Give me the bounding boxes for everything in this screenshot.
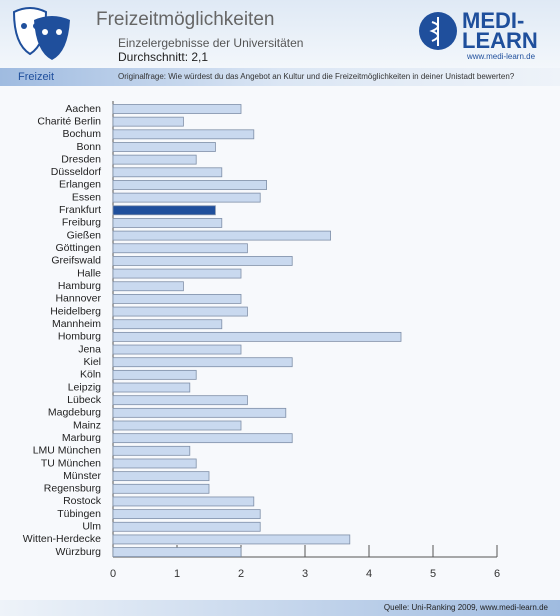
category-label: Tübingen xyxy=(57,508,101,520)
bar xyxy=(112,154,197,165)
bar xyxy=(112,256,293,266)
category-label: Mainz xyxy=(73,419,101,431)
bar xyxy=(112,369,197,380)
bar xyxy=(112,319,223,330)
x-tick-label: 2 xyxy=(238,568,244,580)
category-label: Frankfurt xyxy=(59,204,101,216)
bar xyxy=(112,382,191,393)
logo-url: www.medi-learn.de xyxy=(466,52,536,61)
bar xyxy=(112,205,216,216)
category-label: Leipzig xyxy=(68,381,101,393)
bar xyxy=(112,116,184,127)
x-tick-label: 1 xyxy=(174,568,180,580)
bar xyxy=(112,534,351,545)
bar xyxy=(112,142,216,152)
header-band xyxy=(0,0,560,68)
bar xyxy=(112,104,242,114)
bar xyxy=(112,167,223,178)
category-label: Greifswald xyxy=(51,255,101,267)
bar xyxy=(112,458,197,469)
category-label: Mannheim xyxy=(52,318,101,330)
category-label: Bonn xyxy=(76,141,101,153)
category-label: Hamburg xyxy=(58,280,101,292)
category-label: Münster xyxy=(63,470,101,482)
bar xyxy=(112,483,210,494)
logo-bottom: LEARN xyxy=(462,28,538,53)
category-label: Würzburg xyxy=(55,546,101,558)
x-tick-label: 6 xyxy=(494,568,500,580)
bar xyxy=(112,243,248,254)
bar xyxy=(112,521,261,532)
x-tick-label: 3 xyxy=(302,568,308,580)
category-label: Jena xyxy=(78,343,101,355)
category-label: Kiel xyxy=(83,356,101,368)
bar xyxy=(112,547,242,557)
bar xyxy=(112,306,248,317)
x-tick-label: 5 xyxy=(430,568,436,580)
bar xyxy=(112,496,255,507)
bar xyxy=(112,344,242,355)
category-label: Lübeck xyxy=(67,394,102,406)
category-label: Homburg xyxy=(58,331,101,343)
x-tick-label: 0 xyxy=(110,568,116,580)
bar xyxy=(112,509,261,520)
bar xyxy=(112,407,287,418)
bar xyxy=(112,268,242,279)
masks-icon xyxy=(12,7,70,60)
bar xyxy=(112,230,332,241)
category-label: Hannover xyxy=(55,293,101,305)
bar xyxy=(112,471,210,482)
bar xyxy=(112,129,255,140)
bar xyxy=(112,433,293,444)
category-label: Marburg xyxy=(62,432,101,444)
category-label: Düsseldorf xyxy=(51,166,101,178)
logo-top: MEDI- xyxy=(462,8,524,33)
section-strip xyxy=(0,68,560,86)
section-label: Freizeit xyxy=(18,71,54,83)
category-label: Halle xyxy=(77,267,101,279)
category-label: Gießen xyxy=(67,229,102,241)
category-label: Charité Berlin xyxy=(37,115,101,127)
category-label: Bochum xyxy=(62,128,101,140)
category-label: Magdeburg xyxy=(48,407,101,419)
bar xyxy=(112,420,242,431)
bar xyxy=(112,218,223,228)
category-label: Göttingen xyxy=(55,242,101,254)
bar xyxy=(112,180,268,190)
logo: MEDI- LEARN www.medi-learn.de xyxy=(419,8,538,61)
bar xyxy=(112,357,293,368)
bar xyxy=(112,395,248,406)
bar xyxy=(112,281,184,292)
category-label: Ulm xyxy=(82,521,101,533)
bar xyxy=(112,331,402,342)
category-label: Regensburg xyxy=(44,483,101,495)
category-label: LMU München xyxy=(33,445,101,457)
category-label: Dresden xyxy=(61,153,101,165)
subtitle: Einzelergebnisse der Universitäten xyxy=(118,36,303,50)
category-label: Heidelberg xyxy=(50,305,101,317)
category-label: Essen xyxy=(72,191,101,203)
source: Quelle: Uni-Ranking 2009, www.medi-learn… xyxy=(384,603,549,612)
category-label: Köln xyxy=(80,369,101,381)
footer-band xyxy=(0,600,560,616)
category-label: Aachen xyxy=(65,103,101,115)
title: Freizeitmöglichkeiten xyxy=(96,9,274,30)
bar xyxy=(112,192,261,203)
bar xyxy=(112,445,191,456)
x-tick-label: 4 xyxy=(366,568,372,580)
question: Originalfrage: Wie würdest du das Angebo… xyxy=(118,72,515,81)
category-label: Witten-Herdecke xyxy=(23,533,101,545)
bar xyxy=(112,293,242,304)
category-label: Rostock xyxy=(63,495,102,507)
average: Durchschnitt: 2,1 xyxy=(118,50,208,64)
category-label: Freiburg xyxy=(62,217,101,229)
category-label: TU München xyxy=(41,457,101,469)
category-label: Erlangen xyxy=(59,179,101,191)
